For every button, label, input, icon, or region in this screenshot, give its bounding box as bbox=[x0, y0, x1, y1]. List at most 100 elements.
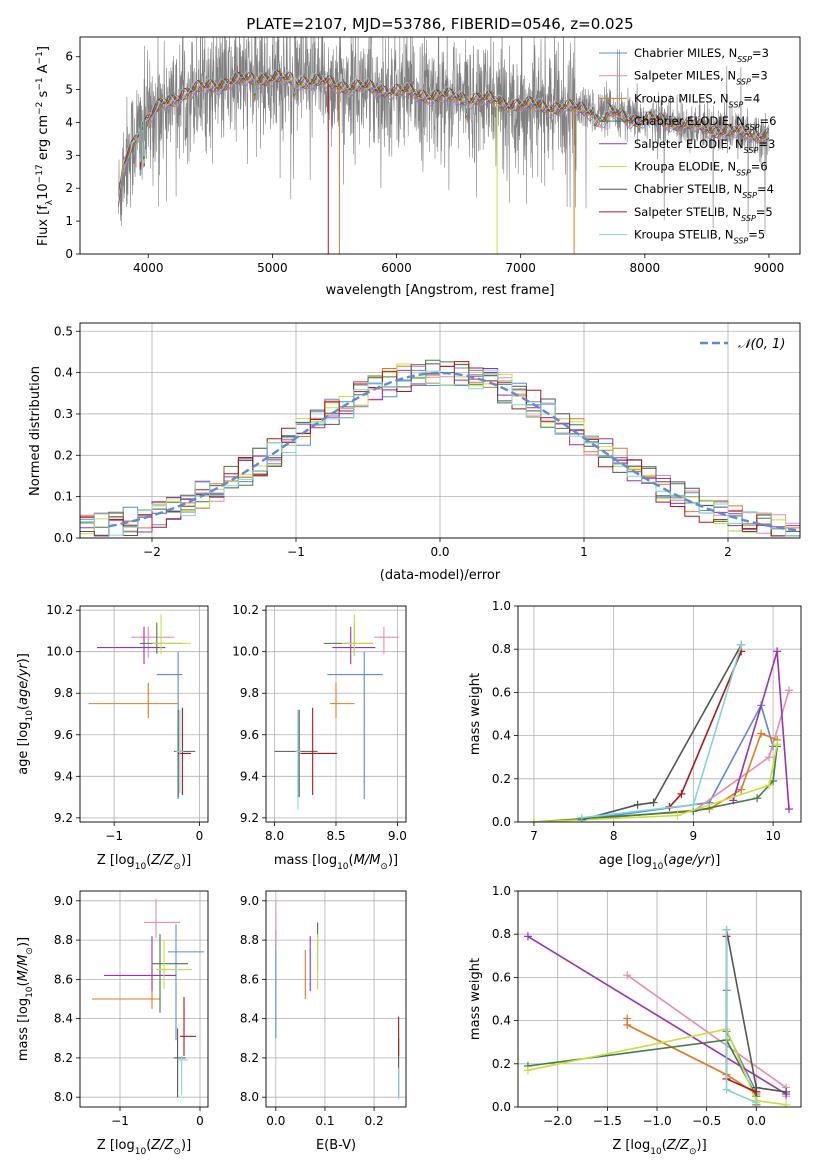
x-tick-label: 10 bbox=[765, 829, 780, 843]
model-spectrum-8 bbox=[118, 70, 769, 196]
x-tick-label: −1 bbox=[105, 829, 123, 843]
weight-series-9 bbox=[722, 925, 761, 1107]
error-bar-point-6 bbox=[342, 614, 373, 656]
error-bar-point-9 bbox=[175, 709, 184, 793]
error-bar-point-3 bbox=[329, 682, 355, 719]
x-tick-label: 6000 bbox=[381, 261, 412, 275]
y-tick-label: 9.6 bbox=[54, 728, 73, 742]
axes-frame bbox=[517, 605, 802, 823]
y-tick-label: 0.1 bbox=[54, 490, 73, 504]
y-tick-label: 6 bbox=[65, 50, 73, 64]
y-tick-label: 8.2 bbox=[54, 1051, 73, 1065]
weight-series-8 bbox=[722, 932, 761, 1096]
x-tick-label: 7000 bbox=[505, 261, 536, 275]
x-tick-label: 0.2 bbox=[365, 1114, 384, 1128]
age_vs_mass-panel: 8.0 8.5 9.0 9.2 9.4 9.6 9.8 10.0 10.2 mass [log10… bbox=[232, 603, 407, 872]
y-tick-label: 0.8 bbox=[492, 927, 511, 941]
residuals-plot-area bbox=[80, 359, 800, 537]
x-tick-label: 4000 bbox=[133, 261, 164, 275]
y-tick-label: 8.0 bbox=[54, 1090, 73, 1104]
y-tick-label: 0.4 bbox=[492, 1014, 511, 1028]
spectrum-legend: Chabrier MILES, NSSP=3 Salpeter MILES, NS… bbox=[599, 46, 776, 245]
axes-frame bbox=[79, 890, 209, 1108]
error-bar-point-9 bbox=[177, 1055, 188, 1096]
legend-entry: Kroupa MILES, NSSP=4 bbox=[634, 91, 760, 109]
y-tick-label: 0.2 bbox=[54, 448, 73, 462]
age-vs-mass-xlabel: mass [log10(M/M⊙)] bbox=[274, 853, 398, 872]
y-tick-label: 8.2 bbox=[240, 1051, 259, 1065]
model-spectrum-5 bbox=[118, 72, 769, 206]
x-tick-label: 0.0 bbox=[747, 1114, 766, 1128]
x-tick-label: 0.0 bbox=[266, 1114, 285, 1128]
y-tick-label: 0.2 bbox=[492, 1057, 511, 1071]
y-tick-label: 1.0 bbox=[492, 884, 511, 898]
weight_vs_Z-panel: −2.0 −1.5 −1.0 −0.5 0.0 0.0 0.2 0.4 0.6 0.8 1.0 Z [… bbox=[468, 884, 802, 1157]
mass_vs_Z-panel: −1 0 8.0 8.2 8.4 8.6 8.8 9.0 Z [log10(Z/Z⊙)] mass… bbox=[16, 890, 209, 1157]
x-tick-label: 5000 bbox=[257, 261, 288, 275]
y-tick-label: 8.6 bbox=[240, 972, 259, 986]
y-tick-label: 1.0 bbox=[492, 599, 511, 613]
mass-vs-Z-xlabel: Z [log10(Z/Z⊙)] bbox=[97, 1138, 191, 1157]
y-tick-label: 9.4 bbox=[240, 769, 259, 783]
error-bar-point-4 bbox=[323, 622, 373, 656]
weight_vs_Z-plot-area bbox=[523, 925, 791, 1107]
y-tick-label: 10.0 bbox=[46, 645, 73, 659]
y-tick-label: 0.0 bbox=[492, 1100, 511, 1114]
legend-entry: Chabrier ELODIE, NSSP=6 bbox=[634, 114, 776, 132]
x-tick-label: 9000 bbox=[754, 261, 785, 275]
legend-entry: Salpeter ELODIE, NSSP=3 bbox=[634, 137, 775, 155]
y-tick-label: 4 bbox=[65, 115, 73, 129]
error-bar-point-6 bbox=[156, 940, 192, 990]
weight-vs-age-xlabel: age [log10(age/yr)] bbox=[599, 853, 721, 872]
observed-spectrum bbox=[118, 37, 770, 234]
weight_vs_age-plot-area bbox=[529, 640, 794, 822]
y-tick-label: 0.0 bbox=[54, 531, 73, 545]
figure-title: PLATE=2107, MJD=53786, FIBERID=0546, z=0… bbox=[246, 15, 633, 33]
y-tick-label: 0.6 bbox=[492, 685, 511, 699]
error-bar-point-2 bbox=[144, 898, 180, 939]
error-bar-point-1 bbox=[327, 651, 383, 800]
legend-entry: Chabrier MILES, NSSP=3 bbox=[634, 46, 769, 64]
model-spectrum-9 bbox=[118, 69, 769, 198]
y-tick-label: 5 bbox=[65, 83, 73, 97]
weight-series-1 bbox=[577, 701, 778, 822]
y-tick-label: 9.0 bbox=[240, 894, 259, 908]
x-tick-label: 1 bbox=[580, 545, 588, 559]
y-tick-label: 0.3 bbox=[54, 407, 73, 421]
y-tick-label: 8.8 bbox=[54, 933, 73, 947]
error-bar-point-8 bbox=[300, 707, 338, 795]
x-tick-label: −1.5 bbox=[593, 1114, 622, 1128]
x-tick-label: −2 bbox=[143, 545, 161, 559]
x-tick-label: 8.5 bbox=[326, 829, 345, 843]
weight-vs-Z-xlabel: Z [log10(Z/Z⊙)] bbox=[612, 1138, 706, 1157]
error-bar-point-6 bbox=[152, 614, 191, 654]
spectrum-plot-area bbox=[118, 37, 770, 254]
y-tick-label: 0.4 bbox=[54, 366, 73, 380]
weight_vs_Z-ylabel: mass weight bbox=[468, 958, 483, 1040]
axes-frame bbox=[79, 605, 209, 823]
error-bar-point-7 bbox=[173, 1028, 186, 1098]
y-tick-label: 9.2 bbox=[240, 811, 259, 825]
model-spectrum-6 bbox=[118, 71, 770, 202]
error-bar-point-5 bbox=[332, 626, 376, 665]
spectrum-ylabel: Flux [fλ10−17 erg cm−2 s−1 A−1] bbox=[35, 46, 55, 246]
x-tick-label: −2.0 bbox=[543, 1114, 572, 1128]
axes-frame bbox=[79, 36, 801, 255]
residuals-panel: −2 −1 0.0 1 2 0.0 0.1 0.2 0.3 0.4 0.5 (data-model)/… bbox=[28, 322, 801, 583]
weight-series-6 bbox=[529, 740, 782, 822]
weight_vs_age-ylabel: mass weight bbox=[468, 673, 483, 755]
y-tick-label: 2 bbox=[65, 181, 73, 195]
spectrum-panel: 4000 5000 6000 7000 8000 9000 0 1 2 3 4 5 6 wavelengt… bbox=[35, 36, 801, 298]
axes-frame bbox=[517, 890, 802, 1108]
error-bar-point-4 bbox=[152, 934, 188, 1013]
mass-vs-ebv-xlabel: E(B-V) bbox=[316, 1138, 356, 1153]
axes-frame bbox=[265, 605, 407, 823]
y-tick-label: 9.8 bbox=[240, 686, 259, 700]
weight_vs_age-panel: 7 8 9 10 0.0 0.2 0.4 0.6 0.8 1.0 age [log10(age/yr… bbox=[468, 599, 802, 872]
weight-series-9 bbox=[577, 640, 746, 822]
age-vs-Z-ylabel: age [log10(age/yr)] bbox=[16, 653, 35, 775]
age_vs_mass-plot-area bbox=[274, 614, 399, 810]
normal-reference-curve bbox=[108, 371, 798, 532]
residuals-xlabel: (data-model)/error bbox=[380, 568, 501, 583]
